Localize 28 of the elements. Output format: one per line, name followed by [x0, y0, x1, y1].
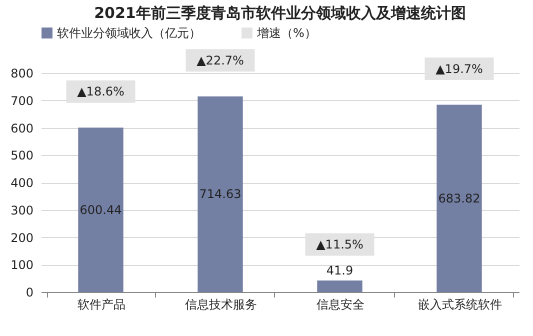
- bar: [436, 104, 482, 292]
- x-tick-label: 嵌入式系统软件: [418, 298, 502, 312]
- y-tick-label: 800: [10, 66, 34, 80]
- data-label: 41.9: [326, 264, 354, 278]
- data-label: 714.63: [199, 187, 242, 202]
- x-tick-label: 信息技术服务: [184, 298, 257, 312]
- bar: [78, 128, 124, 292]
- chart-title: 2021年前三季度青岛市软件业分领域收入及增速统计图: [94, 4, 466, 22]
- bar: [317, 280, 362, 292]
- y-tick-label: 0: [26, 286, 34, 300]
- y-tick-label: 200: [10, 230, 34, 245]
- x-tick-label: 信息安全: [316, 298, 364, 312]
- y-tick-label: 100: [10, 258, 34, 272]
- y-tick-label: 500: [10, 148, 34, 163]
- y-tick-label: 400: [10, 176, 34, 190]
- annotation: ▲19.7%: [436, 62, 483, 76]
- annotation: ▲11.5%: [316, 238, 364, 252]
- x-tick-label: 软件产品: [77, 298, 126, 312]
- data-label: 600.44: [80, 202, 122, 217]
- y-tick-label: 300: [10, 203, 34, 218]
- annotation: ▲22.7%: [196, 53, 244, 68]
- legend-label: 软件业分领域收入（亿元）: [57, 26, 201, 40]
- annotation: ▲18.6%: [77, 84, 124, 99]
- y-tick-label: 600: [10, 121, 34, 136]
- data-label: 683.82: [438, 191, 480, 206]
- bar: [198, 96, 243, 292]
- legend-label: 增速（%）: [256, 26, 316, 40]
- y-tick-label: 700: [10, 94, 34, 108]
